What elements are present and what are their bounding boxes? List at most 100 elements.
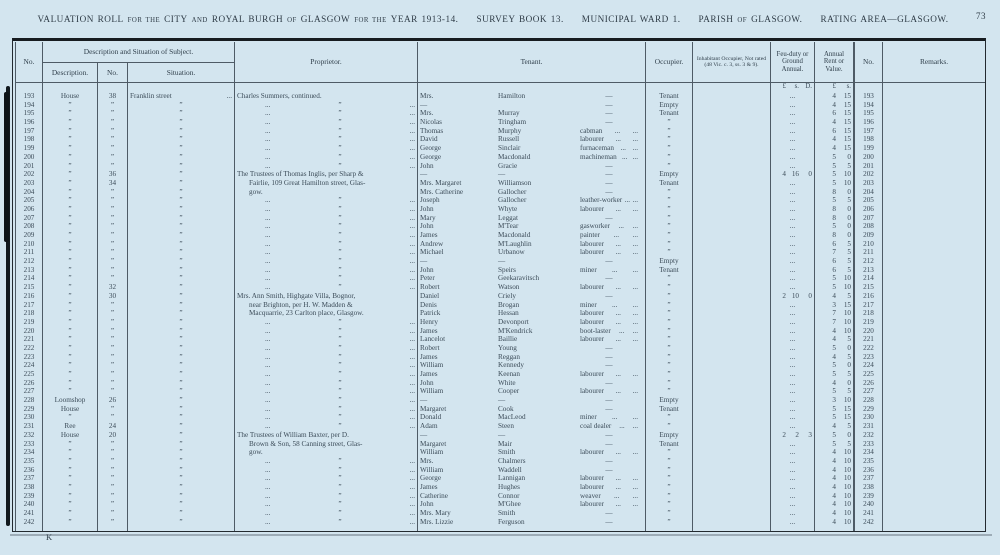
cell-occupier: Tenant [646, 439, 693, 449]
cell-description: ” [43, 517, 98, 527]
cell-street-no: ” [98, 126, 128, 136]
currency-label-rent: £ s. [815, 83, 855, 92]
tenant-occupation: labourer...... [580, 248, 638, 257]
cell-remarks [883, 266, 985, 275]
cell-entry-no-2: 216 [855, 291, 883, 301]
cell-occupier: ” [646, 343, 693, 353]
cell-annual-rent: 6 15 [815, 109, 855, 119]
cell-entry-no-2: 205 [855, 196, 883, 205]
masthead-segment: OF [737, 17, 748, 24]
tenant-surname: Sinclair [498, 144, 521, 153]
tenant-surname: Hessan [498, 309, 519, 318]
cell-remarks [883, 231, 985, 240]
cell-remarks [883, 222, 985, 231]
cell-tenant: Robert Watson labourer...... [418, 283, 646, 292]
cell-situation: ” [128, 422, 235, 431]
cell-inhabitant [693, 231, 771, 240]
cell-inhabitant [693, 213, 771, 223]
roll-grid: No. Description and Situation of Subject… [15, 42, 985, 531]
cell-proprietor: ...”... [235, 317, 418, 327]
cell-remarks [883, 440, 985, 449]
cell-inhabitant [693, 300, 771, 310]
cell-description: ” [43, 300, 98, 310]
cell-entry-no-2: 240 [855, 500, 883, 509]
cell-entry-no-2: 220 [855, 326, 883, 336]
tenant-forename: — [420, 170, 428, 179]
cell-tenant: Catherine Connor weaver...... [418, 491, 646, 501]
cell-proprietor: ...”... [235, 509, 418, 518]
cell-inhabitant [693, 152, 771, 162]
cell-remarks [883, 283, 985, 292]
cell-street-no: ” [98, 239, 128, 249]
cell-situation: ” [128, 204, 235, 214]
cell-entry-no-2: 242 [855, 517, 883, 527]
cell-feu-duty: ... [771, 396, 815, 405]
tenant-occupation: — [605, 517, 613, 526]
cell-situation: ” [128, 291, 235, 301]
cell-entry-no: 205 [15, 196, 43, 205]
cell-occupier: Tenant [646, 92, 693, 101]
cell-entry-no-2: 193 [855, 92, 883, 101]
cell-feu-duty: ... [771, 335, 815, 344]
cell-feu-duty: ... [771, 517, 815, 527]
cell-street-no: ” [98, 187, 128, 197]
cell-situation: ” [128, 387, 235, 397]
cell-proprietor: near Brighton, per H. W. Madden & [235, 300, 418, 310]
cell-proprietor: ...”... [235, 100, 418, 110]
cell-remarks [883, 179, 985, 188]
cell-inhabitant [693, 109, 771, 119]
cell-inhabitant [693, 413, 771, 423]
cell-inhabitant [693, 248, 771, 258]
cell-entry-no-2: 241 [855, 509, 883, 518]
currency-row-cell [855, 83, 883, 92]
masthead-segment: GLASGOW. [751, 14, 803, 24]
cell-entry-no: 216 [15, 291, 43, 301]
cell-annual-rent: 4 10 [815, 482, 855, 492]
cell-occupier: ” [646, 482, 693, 492]
cell-situation: ” [128, 474, 235, 483]
cell-tenant: Mrs. Mary Smith — [418, 509, 646, 518]
cell-entry-no: 240 [15, 500, 43, 509]
cell-feu-duty: ... [771, 309, 815, 318]
cell-proprietor: ...”... [235, 152, 418, 162]
cell-entry-no: 238 [15, 482, 43, 492]
cell-remarks [883, 335, 985, 344]
tenant-surname: Speirs [498, 265, 516, 274]
tenant-forename: James [420, 231, 438, 239]
cell-description: ” [43, 465, 98, 475]
cell-situation: ” [128, 274, 235, 284]
cell-entry-no: 230 [15, 413, 43, 423]
cell-remarks [883, 127, 985, 136]
cell-situation: ” [128, 491, 235, 501]
cell-inhabitant [693, 370, 771, 379]
cell-description: ” [43, 317, 98, 327]
cell-situation: ” [128, 239, 235, 249]
cell-situation: ” [128, 309, 235, 318]
cell-feu-duty: ... [771, 439, 815, 449]
cell-street-no: ” [98, 309, 128, 318]
cell-inhabitant [693, 361, 771, 370]
tenant-forename: Henry [420, 317, 438, 326]
cell-feu-duty: ... [771, 178, 815, 188]
tenant-occupation: labourer...... [580, 500, 638, 509]
cell-tenant: Margaret Cook — [418, 404, 646, 414]
tenant-occupation: coal dealer...... [580, 422, 638, 431]
cell-remarks [883, 205, 985, 214]
cell-occupier: Empty [646, 170, 693, 179]
tenant-surname: Brogan [498, 300, 520, 309]
currency-row-cell [15, 83, 43, 92]
cell-description: ” [43, 491, 98, 501]
cell-feu-duty: ... [771, 152, 815, 162]
cell-tenant: Mrs. Catherine Gallocher — [418, 187, 646, 197]
tenant-occupation: machineman...... [580, 152, 638, 161]
cell-street-no: ” [98, 404, 128, 414]
cell-remarks [883, 118, 985, 127]
cell-annual-rent: 4 10 [815, 474, 855, 483]
cell-situation: ” [128, 352, 235, 362]
cell-tenant: William Smith labourer...... [418, 448, 646, 457]
cell-entry-no-2: 222 [855, 343, 883, 353]
binding-edge-artifact [4, 86, 10, 526]
cell-occupier: ” [646, 456, 693, 466]
tenant-occupation: — [605, 378, 613, 387]
